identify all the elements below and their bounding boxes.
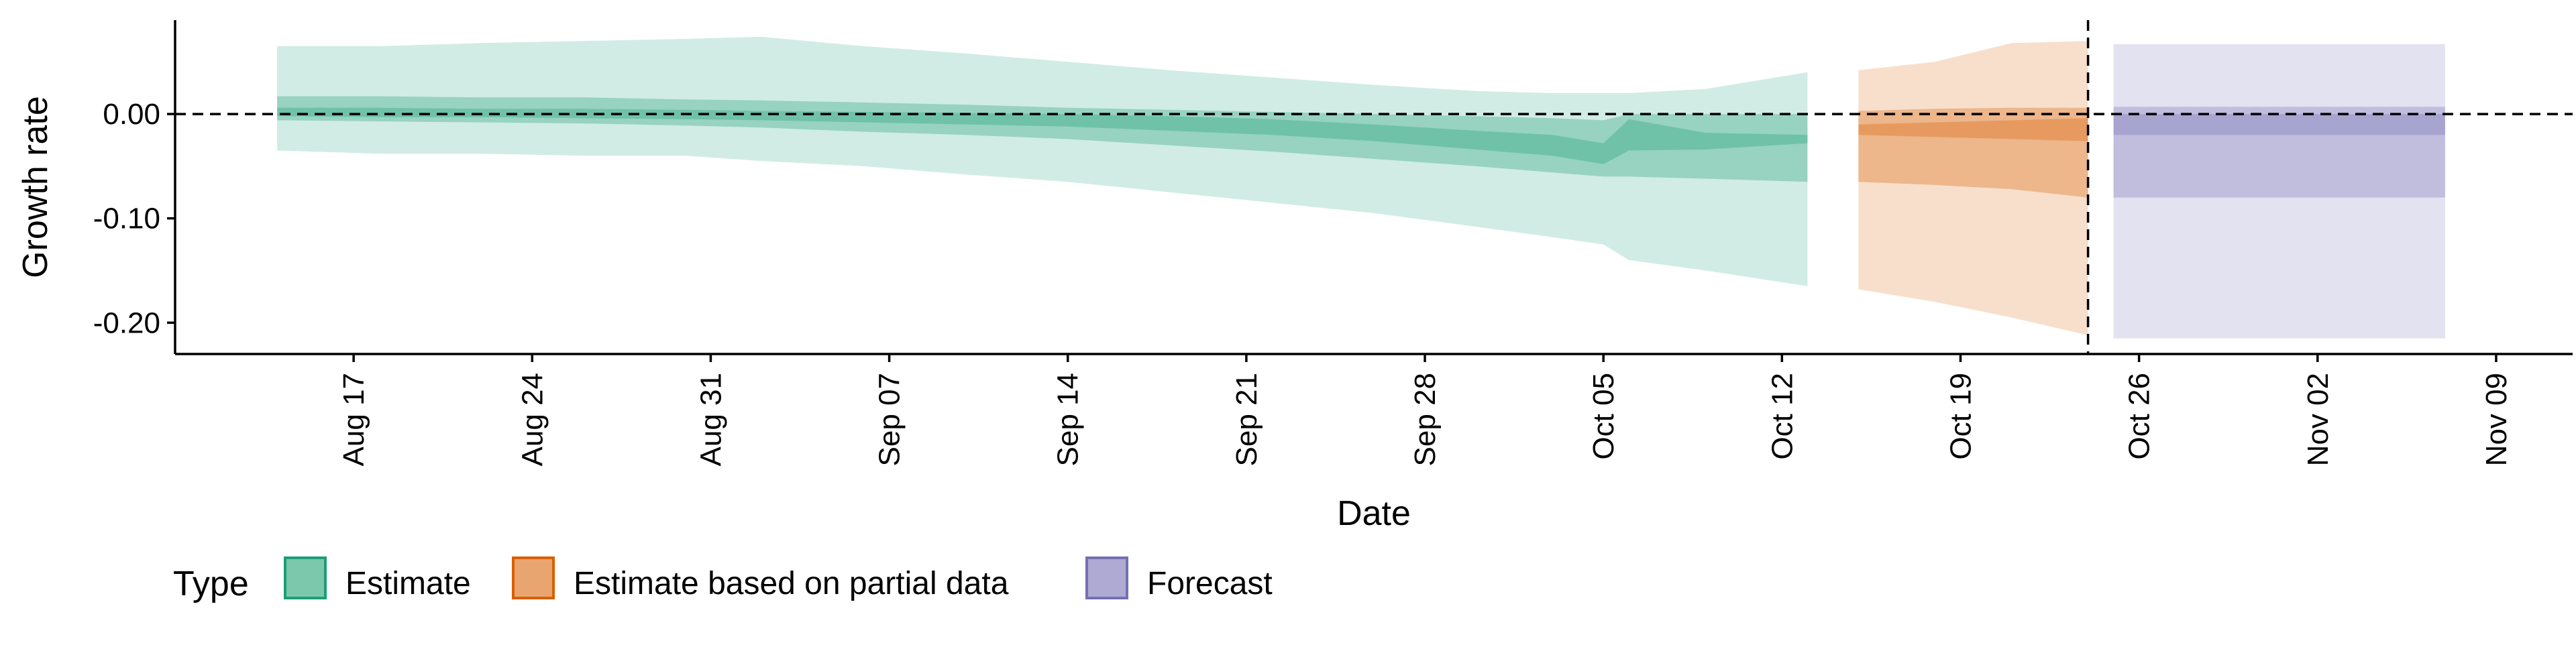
legend-key-forecast (1085, 556, 1128, 599)
x-tick-label: Sep 07 (873, 373, 906, 466)
estimate-band-90 (277, 36, 1808, 286)
reference-lines-layer (175, 20, 2573, 354)
legend-label-forecast: Forecast (1147, 566, 1273, 601)
x-tick-label: Oct 19 (1944, 373, 1977, 460)
x-tick-label: Nov 02 (2302, 373, 2334, 466)
legend-label-estimate: Estimate (345, 566, 471, 601)
x-tick-label: Oct 12 (1766, 373, 1799, 460)
estimate-band-20 (277, 107, 1808, 164)
x-tick-label: Nov 09 (2480, 373, 2513, 466)
y-tick-label: -0.10 (93, 202, 160, 235)
y-tick-label: -0.20 (93, 306, 160, 339)
estimate-based-on-partial-data-band-50 (1858, 107, 2088, 198)
x-tick-label: Sep 14 (1052, 373, 1085, 466)
axes-layer: 0.00 -0.10 -0.20 Aug 17 Aug 24 Aug 31 Sep 07 Se… (16, 20, 2573, 533)
forecast-band-50 (2113, 107, 2445, 198)
x-tick-label: Aug 24 (516, 373, 549, 466)
x-tick-label: Oct 26 (2123, 373, 2156, 460)
x-axis-title: Date (1337, 494, 1411, 533)
estimate-band-50 (277, 96, 1808, 182)
legend: Type Estimate Estimate based on partial da… (173, 556, 1273, 603)
legend-key-estimate (284, 556, 327, 599)
y-axis-title: Growth rate (16, 96, 55, 278)
x-tick-label: Sep 21 (1230, 373, 1263, 466)
x-tick-label: Oct 05 (1587, 373, 1620, 460)
legend-label-estimate-based-on-partial-data: Estimate based on partial data (574, 566, 1009, 601)
x-tick-label: Sep 28 (1409, 373, 1442, 466)
legend-key-estimate-based-on-partial-data (512, 556, 555, 599)
legend-title: Type (173, 565, 249, 603)
forecast-band-20 (2113, 114, 2445, 135)
y-tick-label: 0.00 (103, 98, 160, 131)
x-tick-label: Aug 31 (694, 373, 727, 466)
ribbon-layer (277, 36, 2445, 339)
estimate-based-on-partial-data-band-20 (1858, 118, 2088, 141)
x-tick-label: Aug 17 (337, 373, 370, 466)
forecast-band-90 (2113, 44, 2445, 339)
